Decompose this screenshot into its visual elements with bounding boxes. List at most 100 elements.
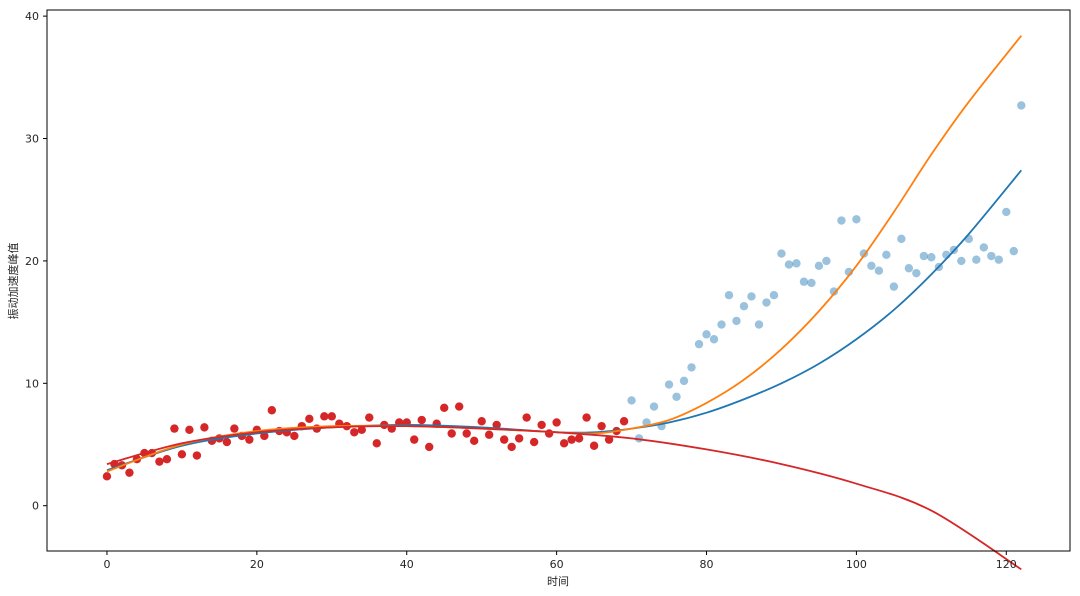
scatter-point: [1002, 207, 1011, 217]
plot-area: [47, 10, 1070, 551]
scatter-point: [260, 431, 269, 441]
scatter-point: [672, 392, 681, 401]
scatter-point: [927, 253, 936, 262]
scatter-point: [462, 429, 471, 438]
scatter-point: [477, 417, 486, 426]
scatter-point: [747, 292, 756, 301]
scatter-point: [327, 412, 336, 421]
x-tick-label: 20: [250, 558, 264, 571]
scatter-point: [522, 413, 531, 422]
scatter-point: [664, 380, 674, 389]
scatter-point: [499, 435, 509, 444]
scatter-point: [567, 435, 576, 444]
scatter-point: [290, 431, 299, 441]
scatter-point: [365, 413, 374, 422]
scatter-point: [425, 442, 434, 452]
scatter-point: [964, 234, 974, 244]
scatter-point: [837, 216, 846, 225]
x-tick-label: 100: [846, 558, 867, 571]
scatter-point: [559, 439, 569, 448]
scatter-point: [822, 256, 831, 266]
scatter-point: [440, 403, 449, 412]
scatter-point: [455, 402, 464, 411]
x-tick-label: 120: [996, 558, 1017, 571]
scatter-point: [200, 423, 209, 432]
y-tick-label: 40: [25, 10, 39, 23]
series-layer: [102, 35, 1026, 571]
scatter-point: [784, 260, 794, 269]
scatter-point: [717, 320, 726, 329]
x-axis-label: 时间: [547, 575, 569, 588]
scatter-point: [702, 330, 711, 339]
scatter-point: [574, 434, 584, 443]
scatter-point: [724, 290, 734, 300]
scatter-point: [904, 264, 914, 273]
scatter-point: [912, 268, 921, 278]
scatter-point: [417, 415, 426, 425]
scatter-point: [544, 429, 554, 438]
scatter-point: [589, 441, 599, 450]
scatter-point: [245, 435, 254, 444]
fit-line-3: [106, 35, 1022, 473]
plot-frame: [46, 9, 1071, 552]
scatter-point: [754, 320, 764, 329]
y-axis-label: 振动加速度峰值: [6, 243, 20, 320]
scatter-point: [469, 436, 479, 446]
scatter-point: [597, 421, 606, 431]
scatter-point: [649, 402, 659, 411]
scatter-point: [230, 424, 239, 433]
scatter-point: [889, 282, 899, 291]
scatter-point: [994, 255, 1003, 264]
scatter-point: [604, 435, 614, 444]
x-tick-label: 60: [550, 558, 564, 571]
y-tick-label: 0: [32, 500, 39, 513]
fit-line-4: [106, 425, 1022, 571]
scatter-point: [897, 234, 906, 244]
scatter-point: [874, 266, 884, 275]
x-tick-label: 0: [103, 558, 110, 571]
scatter-point: [814, 261, 824, 271]
scatter-point: [582, 413, 591, 422]
scatter-point: [267, 406, 277, 415]
scatter-point: [552, 418, 561, 427]
scatter-point: [514, 434, 524, 443]
scatter-point: [185, 425, 194, 435]
scatter-point: [957, 256, 966, 266]
scatter-point: [769, 290, 779, 300]
y-tick-label: 20: [25, 255, 39, 268]
scatter-point: [619, 417, 629, 426]
scatter-point: [170, 424, 179, 433]
scatter-point: [1017, 101, 1026, 110]
scatter-point: [529, 437, 539, 447]
x-tick-label: 80: [700, 558, 714, 571]
scatter-point: [537, 420, 546, 430]
scatter-point: [807, 278, 816, 288]
scatter-point: [102, 472, 112, 481]
scatter-point: [350, 428, 359, 437]
scatter-point: [372, 439, 381, 448]
y-tick-label: 10: [25, 377, 39, 390]
scatter-point: [694, 339, 704, 349]
scatter-point: [155, 457, 164, 466]
scatter-point: [447, 429, 456, 438]
scatter-point: [919, 251, 929, 261]
scatter-point: [799, 277, 809, 286]
scatter-point: [979, 243, 989, 252]
scatter-point: [709, 335, 719, 344]
scatter-point: [739, 302, 749, 311]
scatter-point: [792, 259, 801, 268]
scatter-point: [492, 420, 501, 430]
scatter-point: [679, 376, 689, 386]
scatter-point: [162, 455, 172, 464]
tick-layer: 0 20 40 60 80 100 120 0 10 20 30 40: [25, 10, 1017, 571]
scatter-point: [410, 435, 419, 444]
scatter-point: [987, 251, 996, 261]
scatter-point: [507, 442, 516, 452]
scatter-point: [732, 316, 741, 326]
scatter-point: [125, 468, 134, 477]
scatter-point: [177, 450, 187, 459]
scatter-point: [357, 425, 366, 435]
scatter-point: [882, 250, 891, 259]
scatter-point: [777, 249, 786, 258]
